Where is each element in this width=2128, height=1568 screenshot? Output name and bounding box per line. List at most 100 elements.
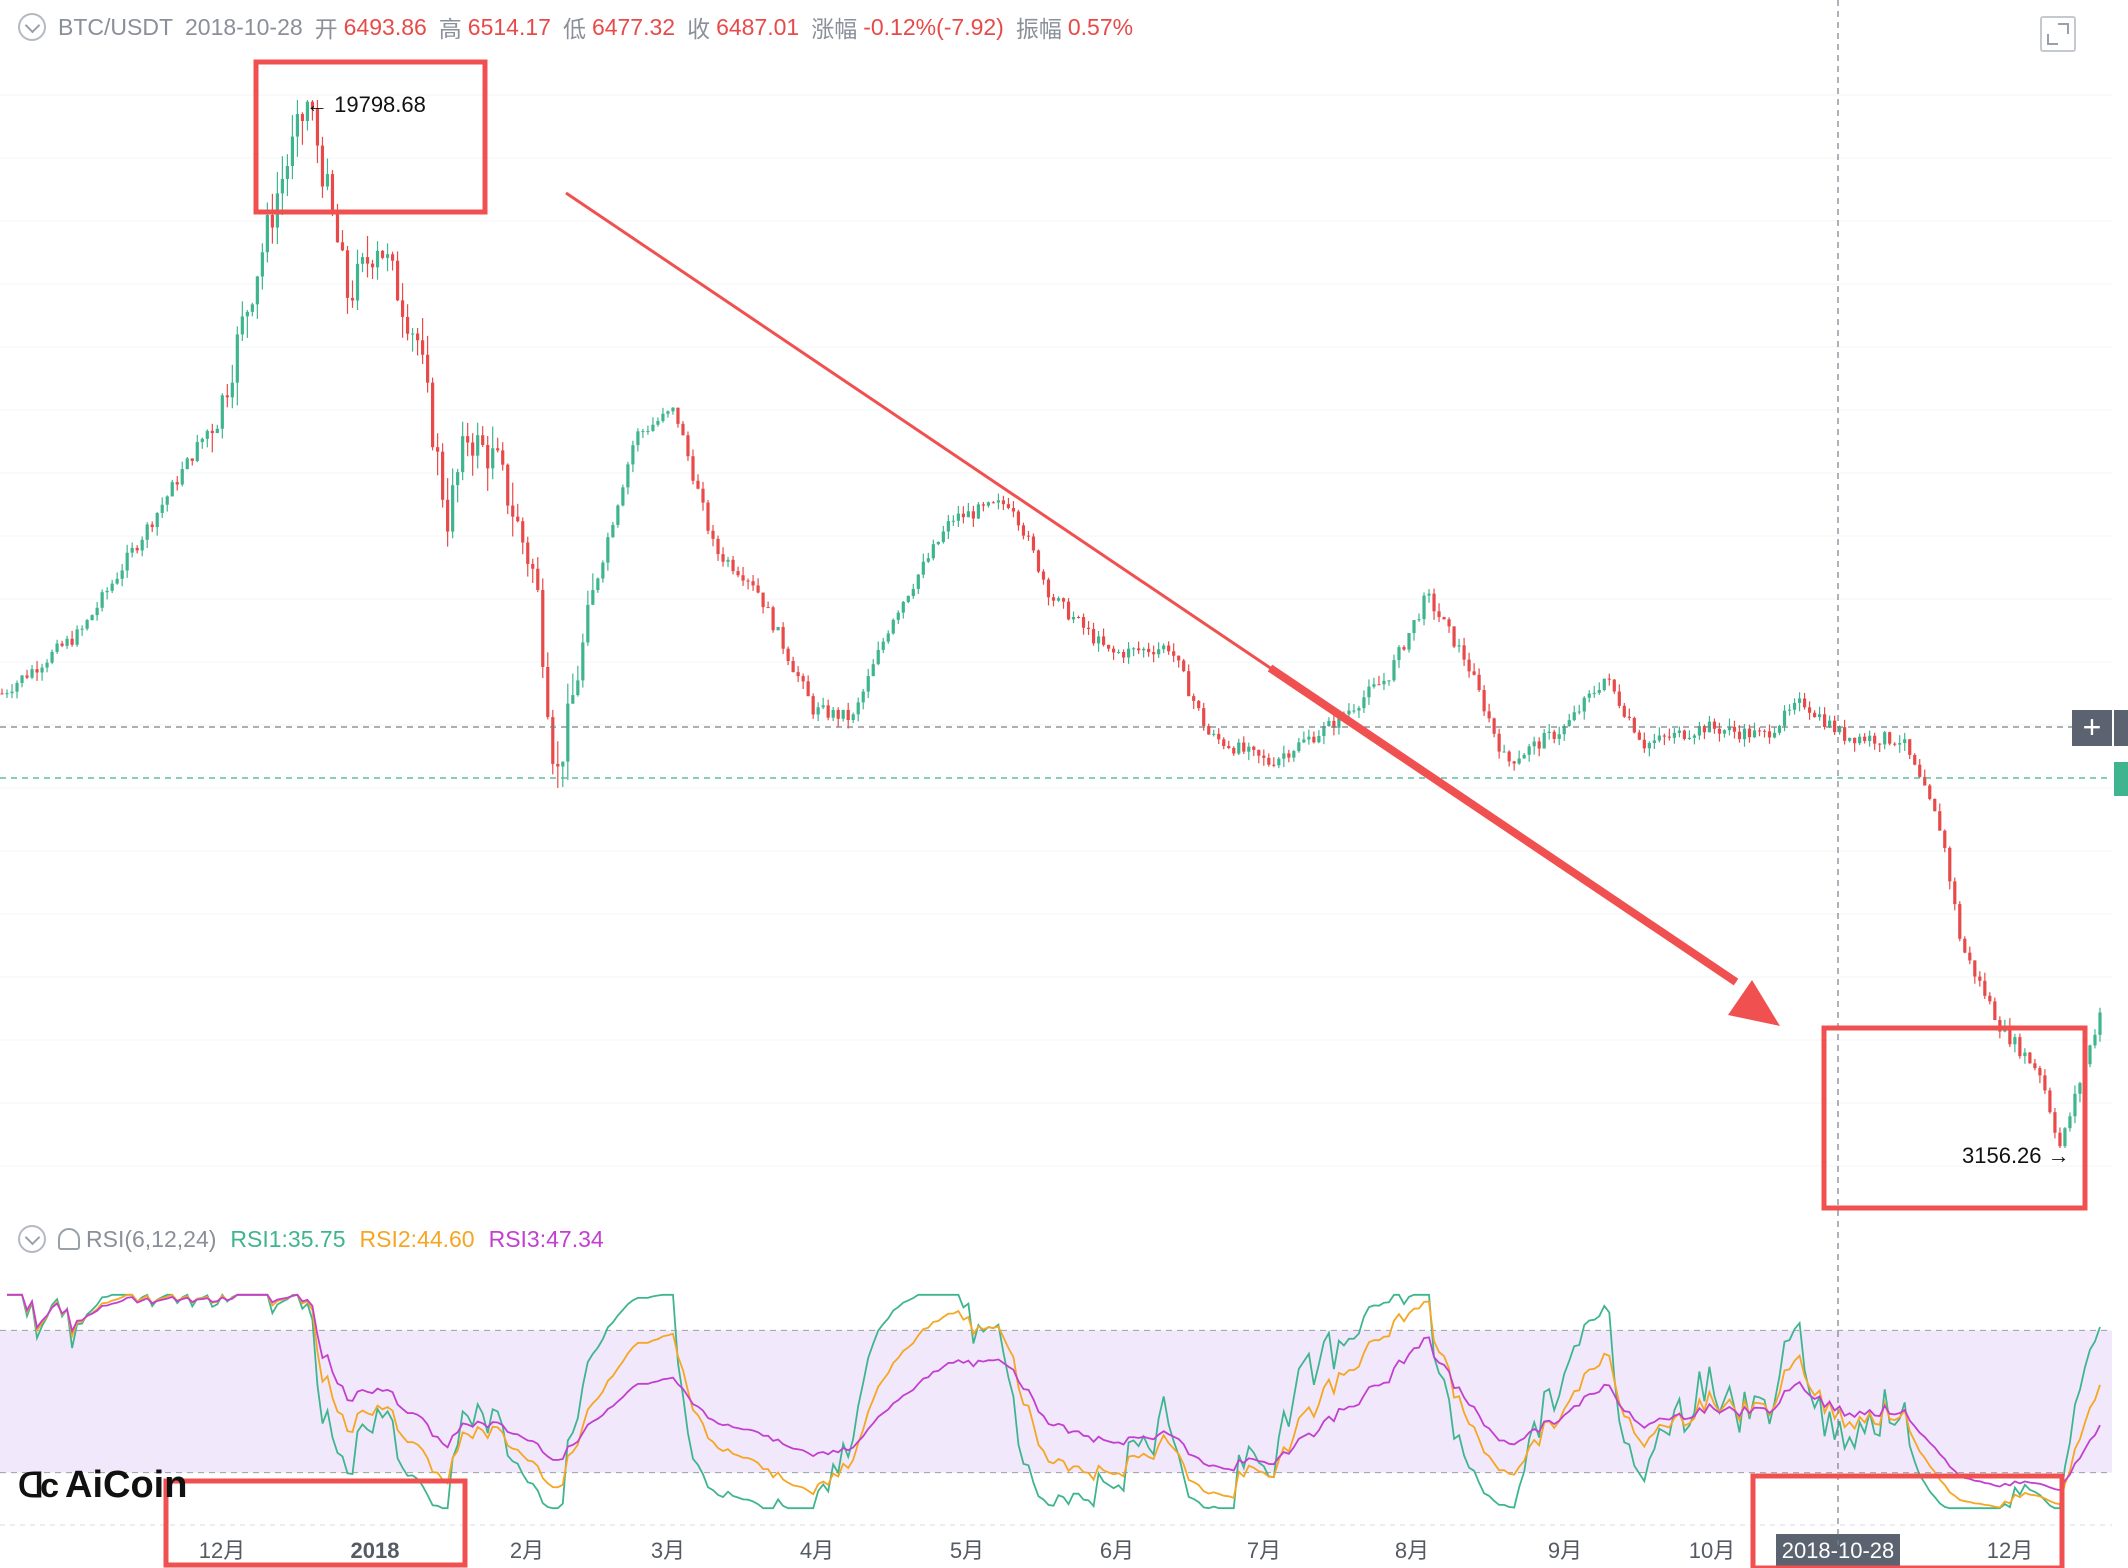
candle-body — [851, 714, 855, 721]
candle-body — [1242, 742, 1246, 752]
candle-body — [1367, 686, 1371, 698]
add-line-button[interactable]: + — [2072, 710, 2112, 746]
candle-body — [1838, 727, 1842, 733]
candle-body — [976, 504, 980, 519]
candle-body — [986, 502, 991, 506]
candle-body — [1397, 647, 1401, 661]
candle-body — [1352, 710, 1356, 712]
candle-body — [1086, 627, 1091, 630]
candle-body — [421, 340, 425, 355]
candle-body — [1582, 697, 1586, 712]
candle-body — [110, 583, 114, 591]
candle-body — [1262, 755, 1266, 758]
candle-body — [816, 707, 820, 715]
candle-body — [671, 407, 675, 412]
candle-body — [260, 252, 264, 277]
candle-body — [1572, 712, 1576, 721]
candle-body — [2028, 1052, 2032, 1064]
candle-body — [1157, 649, 1161, 655]
candle-body — [911, 588, 915, 596]
candle-body — [135, 547, 139, 551]
candle-body — [1187, 671, 1191, 697]
candle-body — [2078, 1083, 2082, 1094]
candle-body — [65, 638, 69, 646]
candle-body — [1943, 830, 1947, 848]
candle-body — [896, 612, 900, 620]
candle-body — [1687, 737, 1692, 739]
candle-body — [1823, 714, 1827, 727]
candle-body — [1357, 708, 1361, 711]
candle-body — [370, 263, 375, 268]
candle-body — [1888, 732, 1892, 744]
candle-body — [0, 693, 4, 695]
candle-body — [1617, 691, 1621, 706]
rsi1-value: RSI1:35.75 — [230, 1225, 346, 1252]
candle-body — [100, 592, 104, 608]
candle-body — [1457, 645, 1461, 647]
high-value: 6514.17 — [467, 13, 551, 40]
candle-body — [1207, 726, 1211, 735]
candle-body — [996, 500, 1001, 503]
candle-body — [265, 214, 269, 253]
candle-body — [581, 642, 585, 681]
candle-body — [1056, 598, 1061, 601]
candle-body — [1883, 732, 1887, 745]
candle-body — [175, 482, 179, 485]
candle-body — [1442, 617, 1446, 620]
candle-body — [1843, 727, 1847, 741]
candle-body — [2093, 1034, 2097, 1046]
candle-body — [345, 250, 350, 298]
x-tick-label: 2月 — [510, 1538, 544, 1563]
candle-body — [1287, 753, 1291, 758]
candle-body — [125, 552, 129, 571]
candle-body — [350, 297, 355, 301]
candle-body — [50, 651, 54, 663]
grid-lines — [0, 94, 2112, 1167]
collapse-toggle-icon[interactable] — [18, 13, 46, 41]
candle-body — [330, 174, 335, 212]
candle-body — [1222, 739, 1226, 747]
candle-body — [1587, 693, 1591, 698]
candle-body — [1662, 735, 1666, 737]
candle-body — [1307, 736, 1311, 740]
candle-body — [1938, 811, 1942, 831]
candle-body — [1147, 648, 1151, 653]
high-marker-label: ← 19798.68 — [306, 92, 426, 117]
rsi-collapse-icon[interactable] — [18, 1225, 46, 1253]
candle-body — [1297, 742, 1301, 752]
candle-body — [2068, 1116, 2072, 1129]
candle-body — [320, 145, 325, 187]
candle-body — [210, 430, 214, 434]
candle-body — [801, 676, 805, 682]
candle-body — [145, 524, 149, 540]
alert-bell-icon[interactable] — [58, 1228, 80, 1250]
x-tick-label: 4月 — [800, 1538, 834, 1563]
candle-body — [1467, 659, 1471, 672]
candle-body — [626, 464, 630, 488]
candle-body — [741, 575, 745, 581]
candle-body — [45, 662, 49, 668]
fullscreen-icon[interactable] — [2040, 16, 2076, 52]
ohlc-header: BTC/USDT 2018-10-28 开 6493.86 高 6514.17 … — [18, 10, 1145, 44]
candle-body — [441, 451, 445, 500]
candle-body — [1757, 730, 1762, 732]
candle-body — [756, 585, 760, 593]
candle-body — [1422, 595, 1426, 620]
candle-body — [971, 511, 975, 519]
candle-body — [531, 563, 535, 569]
candle-body — [641, 431, 645, 433]
candle-body — [1347, 710, 1351, 715]
candle-body — [541, 589, 545, 667]
candle-body — [1737, 731, 1742, 740]
candle-body — [1817, 714, 1822, 718]
candle-body — [1812, 712, 1817, 718]
candle-body — [1227, 746, 1231, 748]
candle-date: 2018-10-28 — [185, 13, 303, 40]
candle-body — [646, 430, 650, 432]
candle-body — [280, 178, 284, 194]
candle-body — [551, 717, 555, 764]
candle-body — [1978, 976, 1982, 981]
change-label: 涨幅 — [811, 16, 858, 42]
candle-body — [1597, 689, 1601, 693]
